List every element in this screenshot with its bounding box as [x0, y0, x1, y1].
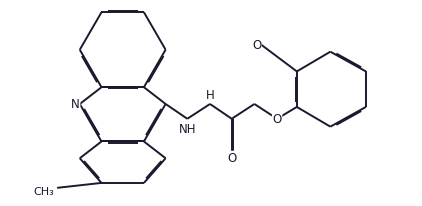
Text: H: H [206, 89, 214, 102]
Text: NH: NH [179, 122, 196, 135]
Text: O: O [227, 152, 236, 165]
Text: CH₃: CH₃ [33, 186, 54, 196]
Text: N: N [71, 98, 80, 111]
Text: O: O [273, 113, 282, 126]
Text: O: O [252, 39, 261, 52]
